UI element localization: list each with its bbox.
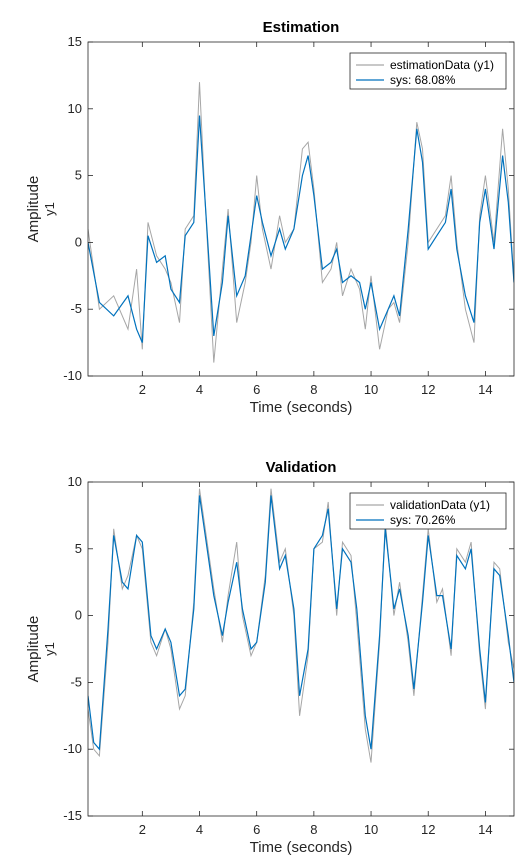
x-tick-label: 14 (478, 382, 492, 397)
series-measured-line (88, 488, 514, 763)
x-axis-label: Time (seconds) (250, 839, 353, 856)
x-tick-label: 4 (196, 822, 203, 837)
y-tick-label: -15 (63, 808, 82, 823)
y-axis-label: Amplitude (25, 176, 42, 243)
x-tick-label: 8 (310, 382, 317, 397)
y-axis-channel-label: y1 (42, 202, 57, 216)
series-model-line (88, 495, 514, 751)
legend-entry: estimationData (y1) (390, 58, 494, 72)
x-tick-label: 6 (253, 822, 260, 837)
x-tick-label: 10 (364, 822, 378, 837)
y-tick-label: -5 (70, 674, 82, 689)
y-tick-label: 15 (68, 34, 82, 49)
y-tick-label: 10 (68, 474, 82, 489)
x-tick-label: 6 (253, 382, 260, 397)
y-tick-label: 5 (75, 541, 82, 556)
y-tick-label: -5 (70, 301, 82, 316)
x-tick-label: 14 (478, 822, 492, 837)
chart-1: 2 4 6 8 10 12 14 -15 -10 -5 0 5 10 Validation Time (se… (25, 459, 515, 856)
chart-title: Validation (266, 459, 337, 476)
series-model-line (88, 115, 514, 343)
y-axis-channel-label: y1 (42, 642, 57, 656)
axes-box (87, 41, 515, 377)
legend: validationData (y1)sys: 70.26% (349, 492, 507, 530)
y-tick-label: 5 (75, 168, 82, 183)
legend-entry: sys: 70.26% (390, 513, 456, 527)
legend-entry: sys: 68.08% (390, 73, 456, 87)
legend-box (349, 52, 507, 90)
plot-area (88, 42, 514, 376)
legend: estimationData (y1)sys: 68.08% (349, 52, 507, 90)
x-tick-label: 4 (196, 382, 203, 397)
chart-title: Estimation (263, 19, 340, 36)
legend-box (349, 492, 507, 530)
x-tick-label: 2 (139, 822, 146, 837)
x-tick-label: 2 (139, 382, 146, 397)
x-axis-label: Time (seconds) (250, 399, 353, 416)
legend-entry: validationData (y1) (390, 498, 490, 512)
x-tick-label: 10 (364, 382, 378, 397)
y-axis-label: Amplitude (25, 616, 42, 683)
y-tick-label: -10 (63, 368, 82, 383)
series-measured-line (88, 82, 514, 363)
y-tick-label: 0 (75, 608, 82, 623)
y-tick-label: 10 (68, 101, 82, 116)
chart-0: 2 4 6 8 10 12 14 -10 -5 0 5 10 15 Estimation Time (sec… (25, 19, 515, 416)
x-tick-label: 12 (421, 822, 435, 837)
axes-box (87, 481, 515, 817)
x-tick-label: 8 (310, 822, 317, 837)
x-tick-label: 12 (421, 382, 435, 397)
y-tick-label: -10 (63, 741, 82, 756)
y-tick-label: 0 (75, 234, 82, 249)
